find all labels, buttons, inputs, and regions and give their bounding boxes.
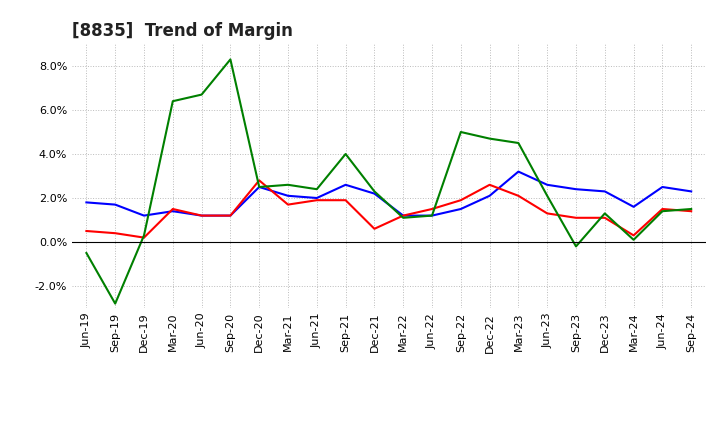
Operating Cashflow [341, 151, 350, 157]
Net Income [111, 231, 120, 236]
Net Income [485, 182, 494, 187]
Ordinary Income [428, 213, 436, 218]
Net Income [687, 209, 696, 214]
Net Income [600, 215, 609, 220]
Operating Cashflow [572, 244, 580, 249]
Net Income [514, 193, 523, 198]
Ordinary Income [312, 195, 321, 201]
Operating Cashflow [658, 209, 667, 214]
Ordinary Income [82, 200, 91, 205]
Net Income [456, 198, 465, 203]
Operating Cashflow [284, 182, 292, 187]
Ordinary Income [629, 204, 638, 209]
Net Income [572, 215, 580, 220]
Ordinary Income [341, 182, 350, 187]
Line: Ordinary Income: Ordinary Income [86, 172, 691, 216]
Ordinary Income [543, 182, 552, 187]
Line: Net Income: Net Income [86, 180, 691, 238]
Ordinary Income [600, 189, 609, 194]
Text: [8835]  Trend of Margin: [8835] Trend of Margin [72, 22, 293, 40]
Operating Cashflow [111, 301, 120, 306]
Ordinary Income [399, 213, 408, 218]
Operating Cashflow [370, 189, 379, 194]
Ordinary Income [456, 206, 465, 212]
Operating Cashflow [312, 187, 321, 192]
Operating Cashflow [485, 136, 494, 141]
Net Income [658, 206, 667, 212]
Operating Cashflow [168, 99, 177, 104]
Operating Cashflow [514, 140, 523, 146]
Ordinary Income [140, 213, 148, 218]
Operating Cashflow [82, 250, 91, 256]
Net Income [629, 233, 638, 238]
Net Income [82, 228, 91, 234]
Operating Cashflow [687, 206, 696, 212]
Net Income [226, 213, 235, 218]
Operating Cashflow [399, 215, 408, 220]
Ordinary Income [514, 169, 523, 174]
Operating Cashflow [197, 92, 206, 97]
Operating Cashflow [543, 193, 552, 198]
Ordinary Income [226, 213, 235, 218]
Line: Operating Cashflow: Operating Cashflow [86, 59, 691, 304]
Net Income [312, 198, 321, 203]
Net Income [341, 198, 350, 203]
Operating Cashflow [255, 184, 264, 190]
Operating Cashflow [456, 129, 465, 135]
Ordinary Income [255, 184, 264, 190]
Ordinary Income [572, 187, 580, 192]
Net Income [284, 202, 292, 207]
Ordinary Income [197, 213, 206, 218]
Ordinary Income [168, 209, 177, 214]
Operating Cashflow [428, 213, 436, 218]
Net Income [197, 213, 206, 218]
Ordinary Income [485, 193, 494, 198]
Net Income [255, 178, 264, 183]
Ordinary Income [284, 193, 292, 198]
Ordinary Income [111, 202, 120, 207]
Operating Cashflow [226, 57, 235, 62]
Net Income [428, 206, 436, 212]
Operating Cashflow [600, 211, 609, 216]
Net Income [543, 211, 552, 216]
Net Income [399, 213, 408, 218]
Net Income [168, 206, 177, 212]
Net Income [140, 235, 148, 240]
Ordinary Income [370, 191, 379, 196]
Operating Cashflow [629, 237, 638, 242]
Ordinary Income [687, 189, 696, 194]
Operating Cashflow [140, 233, 148, 238]
Ordinary Income [658, 184, 667, 190]
Net Income [370, 226, 379, 231]
